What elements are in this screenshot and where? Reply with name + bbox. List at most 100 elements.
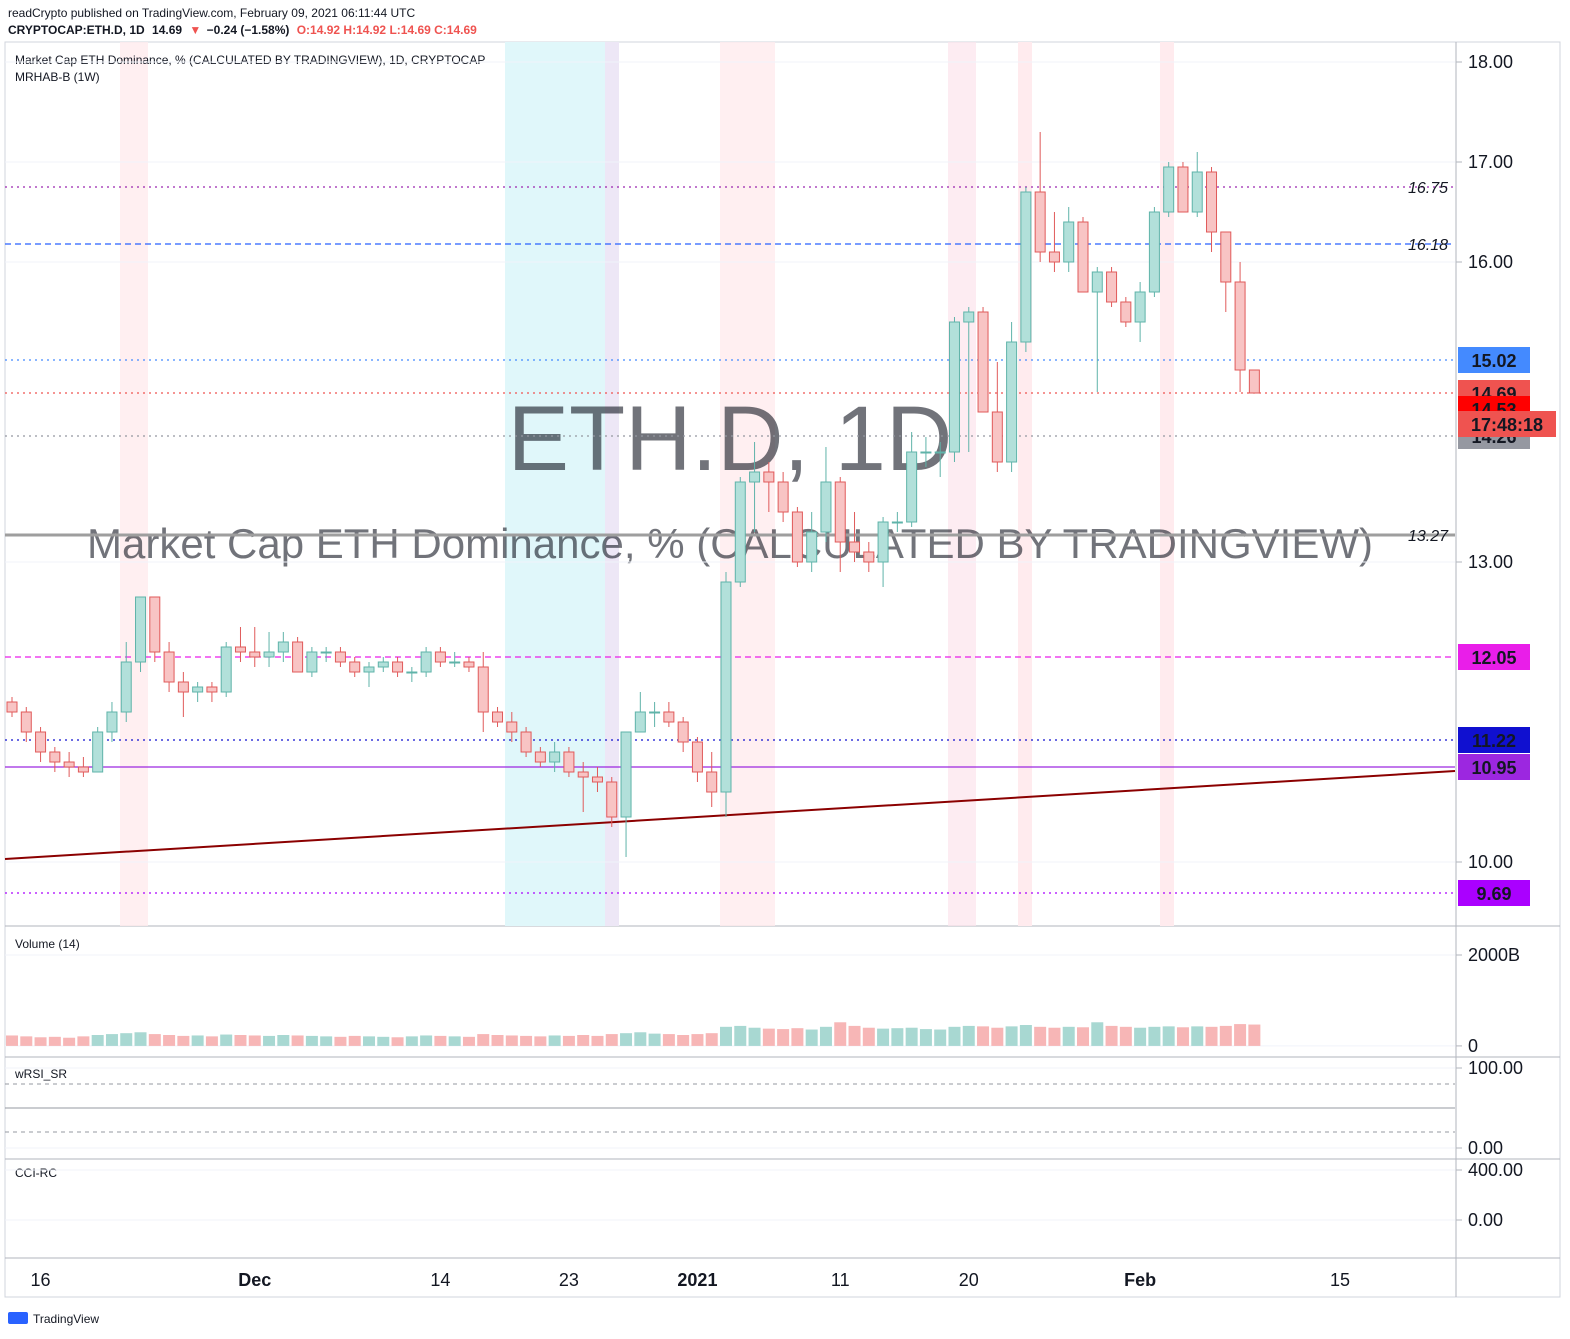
volume-bar (919, 1029, 932, 1046)
y-tick-label: 13.00 (1468, 552, 1513, 572)
volume-bar (548, 1035, 561, 1046)
candle-body (1106, 271, 1118, 303)
volume-bar (634, 1032, 647, 1046)
candle-body (963, 311, 975, 323)
shade (605, 42, 619, 926)
candle-body (677, 721, 689, 743)
arrow: ▼ (189, 23, 201, 37)
candle-body (363, 666, 375, 673)
volume-bar (762, 1028, 775, 1046)
candle-body (420, 651, 432, 673)
countdown-badge (1458, 411, 1556, 437)
volume-bar (1148, 1026, 1161, 1046)
candle-body (663, 711, 675, 723)
volume-bar (577, 1035, 590, 1046)
volume-bar (691, 1034, 704, 1046)
candle-body (649, 711, 661, 714)
candle-body (948, 321, 960, 453)
price-badge-label: 12.05 (1471, 648, 1516, 668)
volume-bar (248, 1035, 261, 1046)
candle-body (734, 481, 746, 583)
candle-body (906, 451, 918, 523)
volume-bar (934, 1029, 947, 1046)
level-label: 16.18 (1408, 237, 1448, 254)
candle-body (1091, 271, 1103, 293)
volume-bar (91, 1035, 104, 1046)
volume-bar (462, 1036, 475, 1046)
volume-bar (1134, 1027, 1147, 1046)
candle-body (863, 551, 875, 563)
volume-bar (320, 1036, 333, 1046)
candle-body (1006, 341, 1018, 463)
shade (948, 42, 976, 926)
footer: TradingView (33, 1312, 99, 1326)
candle-body (77, 766, 89, 773)
volume-bar (591, 1035, 604, 1046)
volume-bar (77, 1036, 90, 1046)
volume-bar (1062, 1026, 1075, 1046)
candle-body (406, 671, 418, 674)
shade (505, 42, 605, 926)
volume-bar (348, 1035, 361, 1046)
candle-body (292, 641, 304, 673)
volume-bar (334, 1036, 347, 1046)
volume-bar (748, 1027, 761, 1046)
volume-bar (1248, 1024, 1261, 1046)
volume-bar (20, 1036, 33, 1046)
x-tick-label: 23 (559, 1270, 579, 1290)
candle-body (220, 646, 232, 693)
y-tick-label: 0.00 (1468, 1138, 1503, 1158)
volume-bar (962, 1025, 975, 1046)
candle-body (6, 701, 18, 713)
volume-bar (1219, 1025, 1232, 1046)
candle-body (1163, 166, 1175, 213)
volume-bar (1205, 1026, 1218, 1046)
volume-bar (848, 1025, 861, 1046)
publisher: readCrypto published on TradingView.com,… (8, 6, 415, 20)
volume-bar (263, 1035, 276, 1046)
candle-body (163, 651, 175, 683)
volume-bar (734, 1025, 747, 1046)
volume-bar (605, 1034, 618, 1046)
candle-body (35, 731, 47, 753)
candle-body (834, 481, 846, 543)
volume-bar (205, 1036, 218, 1046)
y-tick-label: 18.00 (1468, 52, 1513, 72)
candle-body (806, 531, 818, 563)
volume-bar (134, 1032, 147, 1046)
candle-body (1077, 221, 1089, 293)
candle-body (1248, 369, 1260, 394)
indicator-title: MRHAB-B (1W) (15, 70, 100, 84)
y-tick-label: 400.00 (1468, 1160, 1523, 1180)
volume-bar (805, 1029, 818, 1046)
y-tick-label: 0.00 (1468, 1210, 1503, 1230)
candle-body (206, 686, 218, 693)
candle-body (691, 741, 703, 773)
candle-body (320, 651, 332, 654)
volume-bar (1077, 1027, 1089, 1046)
candle-body (149, 596, 161, 653)
candle-body (506, 721, 518, 733)
volume-bar (377, 1036, 390, 1046)
volume-bar (520, 1035, 533, 1046)
volume-bar (405, 1036, 418, 1046)
volume-bar (1234, 1024, 1247, 1046)
volume-bar (1105, 1025, 1118, 1046)
candle-body (477, 666, 489, 713)
level-label: 13.27 (1408, 528, 1449, 545)
candle-body (120, 661, 132, 713)
volume-bar (163, 1035, 176, 1046)
y-tick-label: 16.00 (1468, 252, 1513, 272)
volume-bar (648, 1033, 661, 1046)
shade (120, 42, 148, 926)
volume-title: Volume (14) (15, 937, 80, 951)
volume-bar (905, 1027, 918, 1046)
candle-body (1048, 251, 1060, 263)
volume-bar (277, 1035, 290, 1046)
pane-title: Market Cap ETH Dominance, % (CALCULATED … (15, 53, 485, 67)
candle-body (192, 686, 204, 693)
x-tick-label: 11 (831, 1270, 850, 1290)
candle-body (49, 751, 61, 763)
cci-title: CCI-RC (15, 1166, 57, 1180)
price-badge-label: 10.95 (1471, 758, 1516, 778)
